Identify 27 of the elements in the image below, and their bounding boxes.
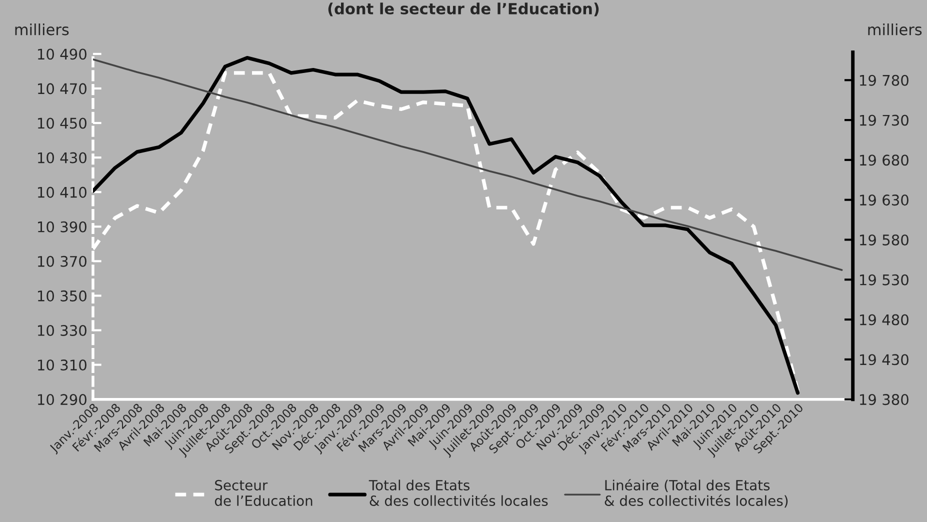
y-tick-label: 10 350: [38, 290, 86, 302]
y-tick-label: 10 450: [38, 118, 86, 129]
y-tick-label: 10 330: [38, 324, 86, 336]
y-tick-label: 10 290: [38, 394, 86, 406]
legend-label: Linéaire (Total des Etats & des collectivités locales): [604, 479, 788, 508]
y2-tick-label: 19 530: [860, 274, 908, 286]
y-tick-label: 10 390: [38, 221, 86, 232]
y-tick-label: 10 490: [38, 48, 86, 60]
line-series: [92, 58, 843, 271]
y-tick-label: 10 310: [38, 360, 86, 371]
legend-label: Total des Etats & des collectivités locales: [368, 480, 548, 506]
y-tick-label: 10 410: [38, 186, 86, 198]
y2-tick-label: 19 480: [860, 314, 908, 326]
y-tick-label: 10 430: [38, 152, 86, 164]
y2-tick-label: 19 430: [860, 354, 908, 366]
legend-label: Secteur de l’Education: [214, 480, 312, 506]
y-tick-label: 10 470: [38, 83, 86, 94]
y2-tick-label: 19 380: [860, 394, 908, 406]
y2-tick-label: 19 730: [860, 114, 908, 126]
y2-tick-label: 19 780: [860, 74, 908, 86]
y-tick-label: 10 370: [38, 256, 86, 267]
y2-tick-label: 19 680: [860, 154, 908, 166]
y-axis-title: milliers: [15, 23, 69, 36]
y2-tick-label: 19 630: [860, 194, 908, 206]
y2-axis-title: milliers: [868, 23, 922, 36]
chart-title: (dont le secteur de l’Education): [328, 2, 599, 16]
y2-tick-label: 19 580: [860, 234, 908, 246]
